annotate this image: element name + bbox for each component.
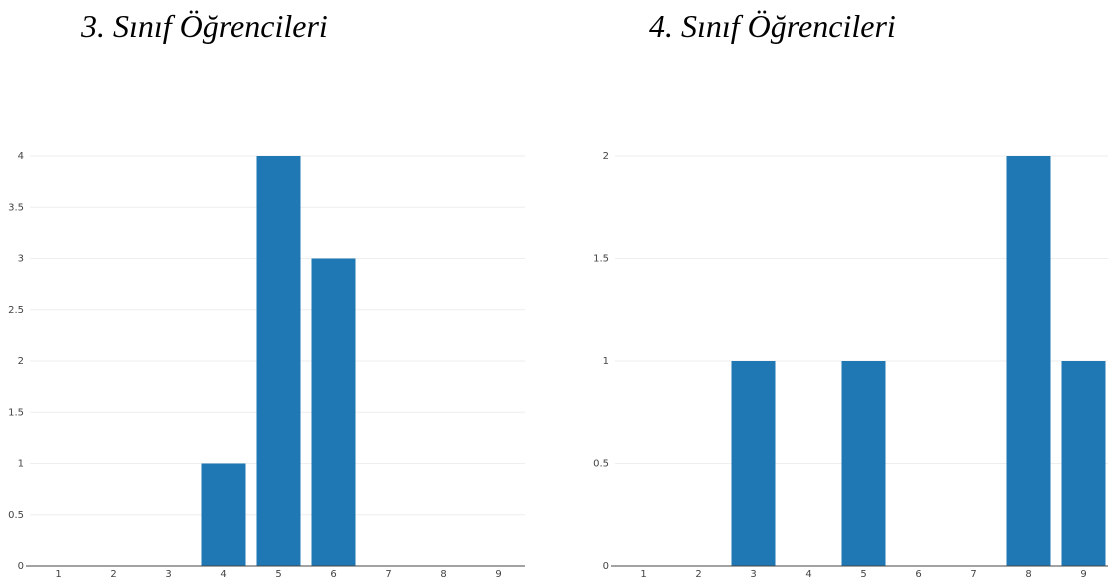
right-x-tick-label: 3 (750, 569, 756, 580)
right-y-tick-label: 0.5 (593, 459, 609, 470)
right-bar-9 (1061, 361, 1106, 566)
right-y-tick-label: 0 (603, 561, 609, 572)
left-y-tick-label: 1 (18, 459, 24, 470)
right-y-tick-label: 1 (603, 356, 609, 367)
left-x-tick-label: 4 (220, 569, 226, 580)
left-x-tick-label: 3 (165, 569, 171, 580)
right-y-tick-label: 1.5 (593, 254, 609, 265)
right-x-tick-label: 1 (640, 569, 646, 580)
left-y-tick-label: 2.5 (8, 305, 24, 316)
left-bar-4 (201, 463, 246, 566)
chart-title-right: 4. Sınıf Öğrencileri (649, 8, 896, 44)
right-y-tick-label: 2 (603, 151, 609, 162)
left-x-tick-label: 5 (275, 569, 281, 580)
left-y-tick-label: 1.5 (8, 407, 24, 418)
right-x-tick-label: 6 (915, 569, 921, 580)
right-x-tick-label: 2 (695, 569, 701, 580)
left-y-tick-label: 0.5 (8, 510, 24, 521)
left-x-tick-label: 2 (110, 569, 116, 580)
left-x-tick-label: 6 (330, 569, 336, 580)
right-bar-3 (731, 361, 776, 566)
right-x-tick-label: 9 (1080, 569, 1086, 580)
left-x-tick-label: 1 (55, 569, 61, 580)
left-bar-5 (256, 156, 301, 566)
right-x-tick-label: 7 (970, 569, 976, 580)
right-x-tick-label: 8 (1025, 569, 1031, 580)
left-y-tick-label: 0 (18, 561, 24, 572)
left-y-tick-label: 3 (18, 254, 24, 265)
right-x-tick-label: 4 (805, 569, 811, 580)
left-y-tick-label: 4 (18, 151, 24, 162)
left-bar-6 (311, 258, 356, 566)
chart-title-left: 3. Sınıf Öğrencileri (81, 8, 328, 44)
right-bar-5 (841, 361, 886, 566)
left-y-tick-label: 2 (18, 356, 24, 367)
left-x-tick-label: 8 (440, 569, 446, 580)
right-bar-8 (1006, 156, 1051, 566)
left-x-tick-label: 7 (385, 569, 391, 580)
right-x-tick-label: 5 (860, 569, 866, 580)
left-x-tick-label: 9 (495, 569, 501, 580)
left-y-tick-label: 3.5 (8, 202, 24, 213)
